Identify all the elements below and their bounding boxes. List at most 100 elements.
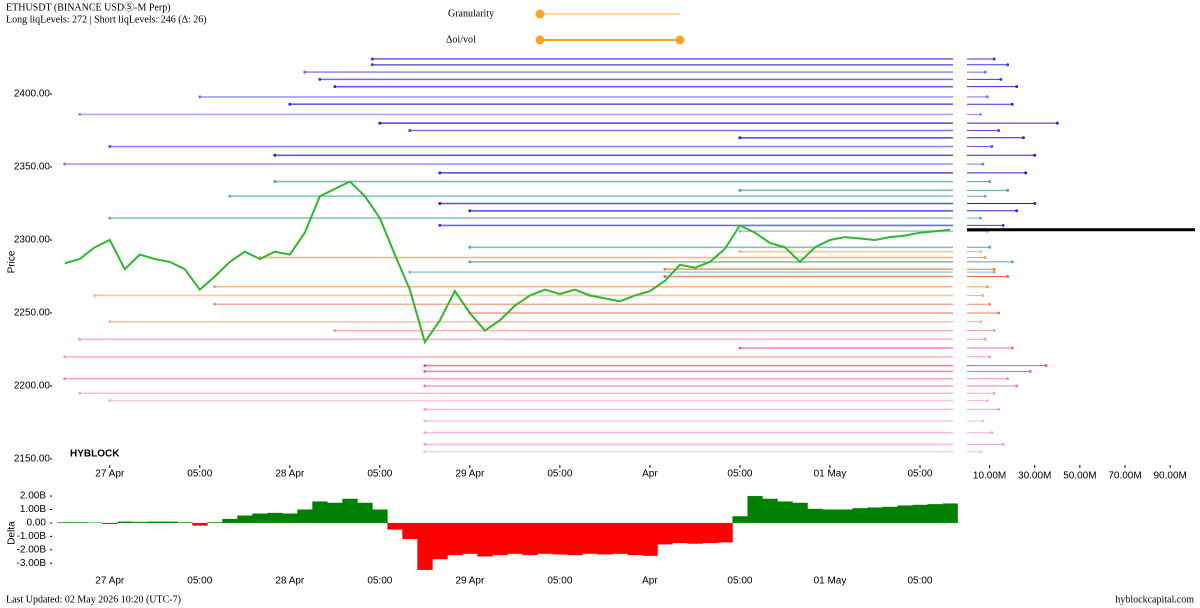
- liq-level-start: [288, 102, 292, 106]
- delta-bar: [162, 521, 178, 523]
- delta-bar: [177, 522, 193, 523]
- x-tick-label: Apr: [642, 469, 658, 480]
- y-tick-label: -2.00B: [17, 544, 47, 555]
- delta-bar: [927, 504, 943, 523]
- delta-bar: [552, 522, 568, 555]
- x-tick-label: 05:00: [907, 576, 932, 587]
- liq-level-start: [408, 270, 412, 274]
- x-tick-label: 05:00: [727, 576, 752, 587]
- liq-level-start: [108, 320, 112, 324]
- side-x-tick-label: 30.00M: [1018, 471, 1051, 482]
- liq-size-dot: [988, 355, 992, 359]
- delta-bar: [447, 522, 463, 556]
- y-tick-label: 2250.00: [14, 308, 51, 319]
- x-tick-label: 05:00: [727, 469, 752, 480]
- delta-bar: [882, 506, 898, 523]
- delta-bar: [387, 522, 403, 530]
- liq-level-start: [213, 302, 217, 306]
- liq-size-dot: [1001, 223, 1005, 227]
- delta-bar: [522, 522, 538, 556]
- liq-level-start: [438, 223, 442, 227]
- delta-bar: [477, 522, 493, 557]
- x-tick-label: 05:00: [367, 469, 392, 480]
- liq-level-start: [213, 285, 217, 289]
- liq-level-start: [333, 329, 337, 333]
- delta-bar: [687, 522, 703, 544]
- x-tick-label: 05:00: [547, 576, 572, 587]
- liq-size-dot: [981, 293, 985, 297]
- delta-bar: [822, 509, 838, 523]
- liq-size-dot: [1028, 369, 1032, 373]
- y-tick-label: -3.00B: [17, 558, 47, 569]
- delta-bar: [372, 509, 388, 523]
- liq-level-start: [468, 209, 472, 213]
- delta-bar: [537, 522, 553, 554]
- delta-bar: [102, 522, 118, 524]
- liq-size-dot: [983, 337, 987, 341]
- delta-bar: [702, 522, 718, 544]
- liq-level-start: [408, 128, 412, 132]
- liq-size-dot: [1033, 201, 1037, 205]
- delta-bar: [402, 522, 418, 540]
- liq-level-start: [228, 194, 232, 198]
- liq-size-dot: [988, 245, 992, 249]
- liq-level-start: [93, 293, 97, 297]
- delta-bar: [627, 522, 643, 556]
- y-axis-label: Price: [7, 250, 18, 273]
- liq-size-dot: [988, 180, 992, 184]
- delta-bar: [657, 522, 673, 545]
- liq-level-start: [423, 407, 427, 411]
- last-updated: Last Updated: 02 May 2026 10:20 (UTC-7): [6, 594, 181, 605]
- y-tick-label: 2.00B: [20, 491, 46, 502]
- liq-size-dot: [1006, 188, 1010, 192]
- x-tick-label: 05:00: [367, 576, 392, 587]
- liq-level-start: [63, 377, 67, 381]
- x-tick-label: 05:00: [907, 469, 932, 480]
- liq-level-start: [438, 171, 442, 175]
- delta-bar: [507, 522, 523, 554]
- delta-bar: [942, 503, 958, 523]
- delta-bar: [837, 509, 853, 523]
- liq-level-start: [378, 121, 382, 125]
- delta-bar: [567, 522, 583, 556]
- liq-level-start: [738, 250, 742, 254]
- granularity-handle[interactable]: [535, 9, 545, 19]
- liq-size-dot: [1010, 102, 1014, 106]
- liq-level-start: [63, 355, 67, 359]
- delta-bar: [612, 522, 628, 554]
- liq-size-dot: [992, 57, 996, 61]
- liq-level-start: [438, 201, 442, 205]
- delta-bar: [897, 505, 913, 523]
- liq-size-dot: [985, 95, 989, 99]
- delta-bar: [732, 516, 748, 523]
- oi-vol-handle-min[interactable]: [535, 35, 545, 45]
- oi-vol-label: Δoi/vol: [446, 34, 476, 45]
- side-x-tick-label: 50.00M: [1063, 471, 1096, 482]
- liq-level-start: [333, 85, 337, 89]
- oi-vol-handle-max[interactable]: [675, 35, 685, 45]
- liq-size-dot: [985, 285, 989, 289]
- liq-size-dot: [1006, 63, 1010, 67]
- liq-size-dot: [981, 162, 985, 166]
- delta-bar: [492, 522, 508, 556]
- liq-level-start: [423, 442, 427, 446]
- x-tick-label: 28 Apr: [275, 576, 305, 587]
- delta-bar: [747, 496, 763, 523]
- delta-bar: [327, 502, 343, 523]
- x-tick-label: 28 Apr: [275, 469, 305, 480]
- x-tick-label: 05:00: [547, 469, 572, 480]
- delta-bar: [852, 508, 868, 523]
- delta-bar: [342, 498, 358, 523]
- delta-bar: [717, 522, 733, 543]
- x-tick-label: 27 Apr: [95, 576, 125, 587]
- liq-level-start: [423, 450, 427, 454]
- delta-bar: [462, 522, 478, 554]
- liq-level-start: [303, 70, 307, 74]
- delta-bar: [432, 522, 448, 560]
- delta-bar: [912, 504, 928, 523]
- liq-size-dot: [999, 77, 1003, 81]
- delta-bar: [222, 518, 238, 523]
- liq-size-dot: [1033, 153, 1037, 157]
- delta-bar: [417, 522, 433, 570]
